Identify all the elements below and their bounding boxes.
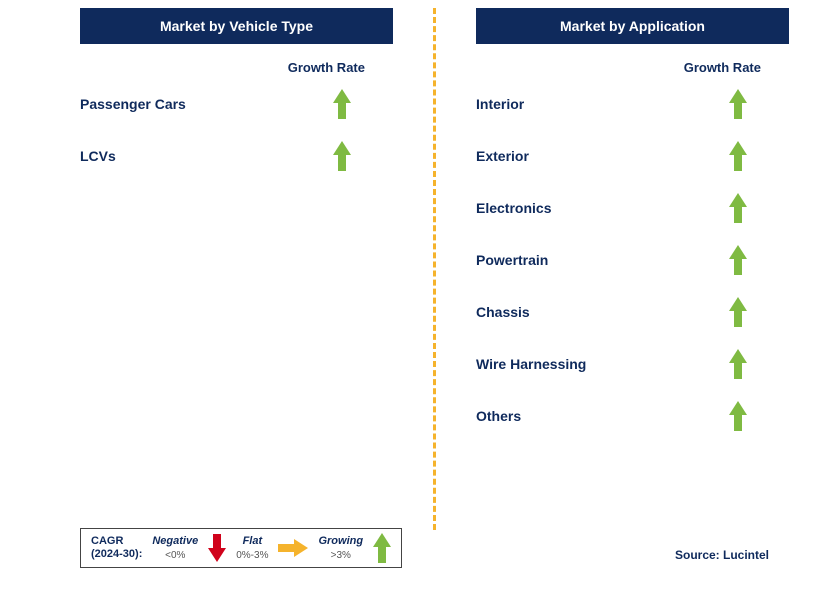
- arrow-up-icon: [333, 89, 351, 119]
- trend-icon-wrap: [333, 141, 351, 171]
- trend-icon-wrap: [729, 297, 747, 327]
- trend-icon-wrap: [729, 245, 747, 275]
- right-row: Exterior: [476, 141, 789, 171]
- legend-flat: Flat 0%-3%: [236, 535, 268, 560]
- main-container: Market by Vehicle Type Growth Rate Passe…: [0, 0, 829, 530]
- trend-icon-wrap: [729, 193, 747, 223]
- trend-icon-wrap: [729, 349, 747, 379]
- arrow-up-icon: [729, 349, 747, 379]
- legend-negative-sub: <0%: [165, 550, 185, 561]
- left-panel: Market by Vehicle Type Growth Rate Passe…: [80, 8, 393, 530]
- left-row-label: Passenger Cars: [80, 96, 186, 112]
- right-row-label: Others: [476, 408, 521, 424]
- trend-icon-wrap: [333, 89, 351, 119]
- legend-title-line1: CAGR: [91, 535, 142, 548]
- legend-flat-sub: 0%-3%: [236, 550, 268, 561]
- arrow-right-icon: [278, 539, 308, 557]
- legend-negative-icon-col: [208, 534, 226, 562]
- arrow-up-icon: [729, 89, 747, 119]
- legend-box: CAGR (2024-30): Negative <0% Flat 0%-3% …: [80, 528, 402, 568]
- source-text: Source: Lucintel: [675, 548, 769, 562]
- right-panel-title: Market by Application: [476, 8, 789, 44]
- arrow-up-icon: [729, 245, 747, 275]
- vertical-divider: [433, 8, 436, 530]
- right-row-label: Interior: [476, 96, 524, 112]
- right-row-label: Powertrain: [476, 252, 548, 268]
- right-row: Interior: [476, 89, 789, 119]
- legend-title-line2: (2024-30):: [91, 548, 142, 561]
- arrow-up-icon: [729, 297, 747, 327]
- arrow-up-icon: [729, 193, 747, 223]
- legend-growing-label: Growing: [318, 535, 363, 547]
- legend-growing-sub: >3%: [331, 550, 351, 561]
- trend-icon-wrap: [729, 401, 747, 431]
- trend-icon-wrap: [729, 141, 747, 171]
- legend-growing-icon-col: [373, 534, 391, 562]
- arrow-down-icon: [208, 534, 226, 562]
- left-row-label: LCVs: [80, 148, 116, 164]
- right-row-label: Electronics: [476, 200, 551, 216]
- right-row: Chassis: [476, 297, 789, 327]
- legend-negative-label: Negative: [152, 535, 198, 547]
- right-row: Powertrain: [476, 245, 789, 275]
- left-rows: Passenger Cars LCVs: [80, 89, 393, 193]
- left-panel-title: Market by Vehicle Type: [80, 8, 393, 44]
- arrow-up-icon: [729, 401, 747, 431]
- legend-title: CAGR (2024-30):: [91, 535, 142, 561]
- right-panel: Market by Application Growth Rate Interi…: [476, 8, 789, 530]
- trend-icon-wrap: [729, 89, 747, 119]
- right-row-label: Exterior: [476, 148, 529, 164]
- legend-flat-icon-col: [278, 534, 308, 562]
- right-rows: Interior Exterior Electronics Powertrain Cha…: [476, 89, 789, 453]
- arrow-up-icon: [373, 533, 391, 563]
- arrow-up-icon: [729, 141, 747, 171]
- left-column-head: Growth Rate: [80, 60, 393, 75]
- right-row: Wire Harnessing: [476, 349, 789, 379]
- right-row-label: Wire Harnessing: [476, 356, 586, 372]
- left-row: LCVs: [80, 141, 393, 171]
- legend-negative: Negative <0%: [152, 535, 198, 560]
- left-row: Passenger Cars: [80, 89, 393, 119]
- arrow-up-icon: [333, 141, 351, 171]
- right-column-head: Growth Rate: [476, 60, 789, 75]
- right-row-label: Chassis: [476, 304, 530, 320]
- legend-flat-label: Flat: [243, 535, 263, 547]
- legend-growing: Growing >3%: [318, 535, 363, 560]
- right-row: Others: [476, 401, 789, 431]
- right-row: Electronics: [476, 193, 789, 223]
